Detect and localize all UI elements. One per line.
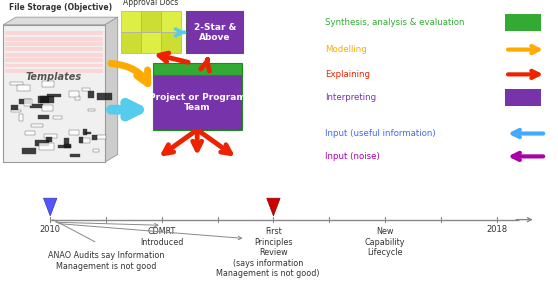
Bar (30, 104, 42, 108)
Bar (44, 134, 57, 138)
Bar (42, 105, 53, 111)
Text: Input (noise): Input (noise) (325, 152, 380, 161)
Bar (92, 135, 97, 140)
Bar (70, 153, 80, 157)
Bar (83, 88, 90, 91)
Text: Modelling: Modelling (325, 45, 367, 54)
Bar (141, 32, 161, 53)
Bar (10, 81, 23, 85)
Bar (5, 58, 103, 62)
Bar (5, 69, 103, 73)
Bar (79, 137, 83, 143)
Text: Interpreting: Interpreting (325, 93, 377, 102)
Text: Input (useful information): Input (useful information) (325, 129, 436, 138)
Bar (85, 131, 91, 134)
Text: (says information
Management is not good): (says information Management is not good… (216, 259, 320, 278)
Bar (88, 109, 95, 111)
Bar (121, 12, 141, 32)
Polygon shape (3, 17, 118, 25)
Polygon shape (44, 198, 57, 216)
Bar (38, 96, 49, 103)
Bar (153, 75, 242, 130)
Polygon shape (105, 17, 118, 162)
Text: CDMRT
Introduced: CDMRT Introduced (140, 227, 184, 247)
Bar (80, 138, 90, 143)
Bar (69, 129, 79, 135)
Bar (5, 47, 103, 51)
Bar (47, 94, 61, 97)
Text: Project or Program
Team: Project or Program Team (149, 93, 246, 112)
Text: 2010: 2010 (40, 225, 61, 234)
Text: 2018: 2018 (486, 225, 507, 234)
Bar (98, 93, 112, 100)
Text: File Storage (Objective): File Storage (Objective) (9, 3, 112, 12)
Bar (64, 138, 69, 145)
Bar (40, 143, 54, 150)
Bar (5, 53, 103, 57)
Bar (19, 99, 31, 104)
Bar (141, 12, 161, 32)
Bar (161, 12, 181, 32)
Bar (19, 114, 23, 121)
Bar (5, 32, 103, 35)
Bar (54, 116, 62, 119)
Bar (161, 32, 181, 53)
Text: Synthesis, analysis & evaluation: Synthesis, analysis & evaluation (325, 18, 465, 27)
Text: Templates: Templates (26, 72, 82, 82)
Bar (11, 110, 21, 112)
Bar (505, 89, 541, 106)
Bar (64, 144, 71, 148)
Text: ANAO Audits say Information
Management is not good: ANAO Audits say Information Management i… (48, 251, 164, 271)
Bar (5, 64, 103, 67)
Text: New
Capability
Lifecycle: New Capability Lifecycle (365, 227, 405, 257)
Bar (93, 149, 99, 152)
Text: Approval Docs: Approval Docs (123, 0, 179, 7)
Bar (38, 115, 50, 119)
Bar (42, 81, 55, 86)
Bar (186, 12, 243, 53)
Bar (5, 37, 103, 41)
Bar (24, 99, 32, 106)
Bar (5, 42, 103, 46)
Polygon shape (267, 198, 280, 216)
Bar (11, 105, 18, 110)
Bar (58, 145, 71, 148)
Bar (3, 25, 105, 162)
Bar (17, 85, 30, 90)
Bar (40, 97, 54, 103)
Bar (35, 140, 49, 146)
Bar (22, 149, 36, 154)
Bar (75, 96, 80, 100)
Text: First
Principles
Review: First Principles Review (254, 227, 292, 257)
Text: 2-Star &
Above: 2-Star & Above (194, 23, 236, 42)
Bar (83, 129, 88, 135)
Bar (31, 124, 43, 127)
Bar (153, 63, 242, 75)
Bar (88, 90, 94, 98)
Text: Explaining: Explaining (325, 70, 371, 79)
Bar (69, 92, 79, 97)
Bar (97, 136, 106, 139)
Bar (121, 32, 141, 53)
Bar (25, 131, 35, 135)
Bar (46, 138, 51, 142)
Bar (505, 14, 541, 32)
